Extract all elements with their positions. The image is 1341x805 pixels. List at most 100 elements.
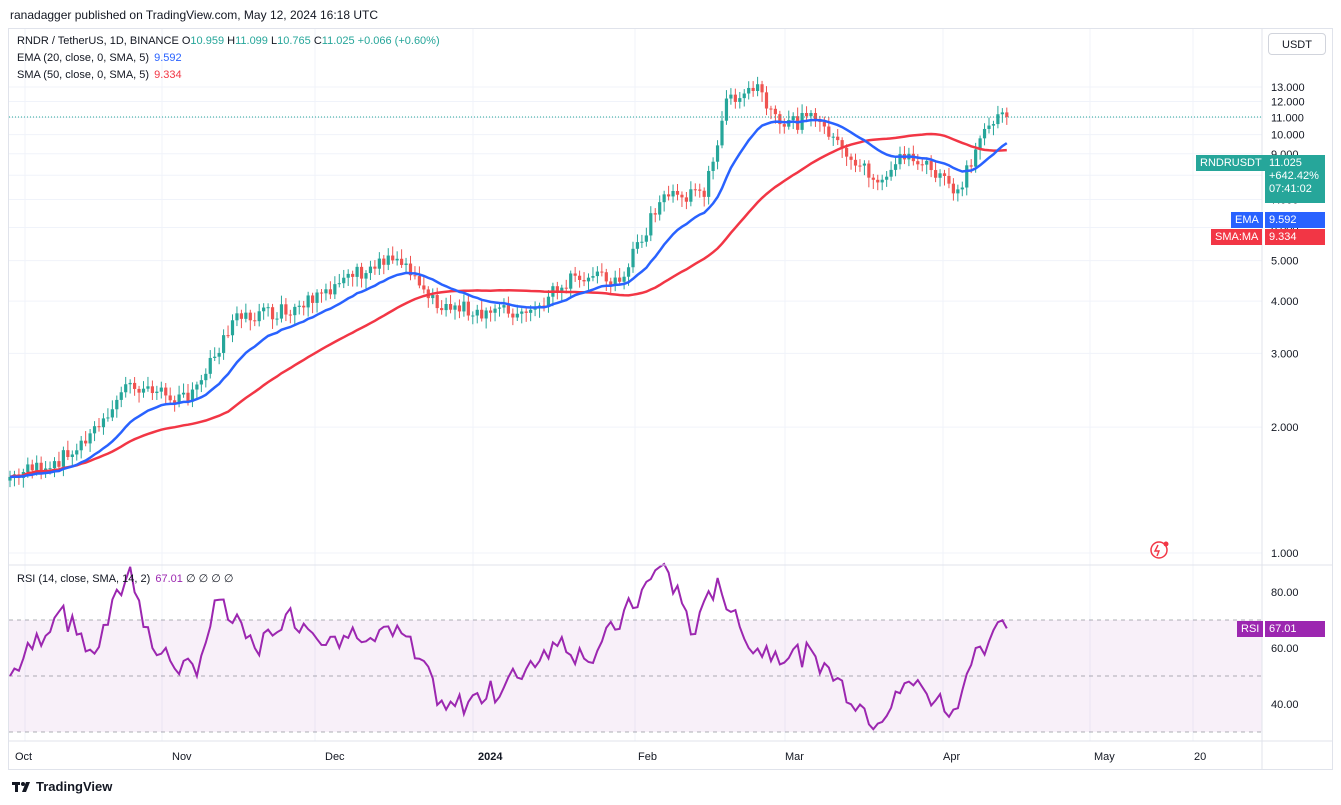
price-tick-label: 5.000 xyxy=(1271,256,1299,268)
candle xyxy=(573,266,577,282)
candle xyxy=(733,88,737,109)
tradingview-brand: TradingView xyxy=(36,779,113,794)
candle xyxy=(715,140,720,170)
candle xyxy=(168,387,172,405)
open-label: O xyxy=(181,35,191,47)
candle xyxy=(471,311,475,325)
candle xyxy=(133,377,137,396)
candle xyxy=(239,309,243,329)
candle xyxy=(742,89,746,107)
candle xyxy=(92,421,97,442)
candle xyxy=(475,304,479,324)
candle xyxy=(586,273,591,290)
candle xyxy=(466,294,470,321)
candle xyxy=(502,298,506,314)
currency-button[interactable]: USDT xyxy=(1268,33,1326,55)
candle xyxy=(707,165,711,205)
candle xyxy=(70,450,74,466)
candle xyxy=(226,325,230,339)
symbol-legend[interactable]: RNDR / TetherUS, 1D, BINANCE O10.959 H11… xyxy=(17,35,440,47)
candle xyxy=(618,268,622,285)
alert-icon[interactable] xyxy=(1150,541,1169,559)
candle xyxy=(876,174,880,191)
candle xyxy=(1005,107,1009,125)
candle xyxy=(110,400,114,422)
candle xyxy=(79,435,83,459)
candle xyxy=(279,295,284,323)
candle xyxy=(600,263,604,277)
last-price-badge: 11.025 +642.42% 07:41:02 xyxy=(1265,155,1325,203)
sma-tag: SMA:MA xyxy=(1211,229,1263,245)
price-tick-label: 1.000 xyxy=(1271,548,1299,560)
ema-value: 9.592 xyxy=(154,52,182,64)
candle xyxy=(582,272,586,287)
candle xyxy=(756,76,760,97)
price-tick-label: 3.000 xyxy=(1271,348,1299,360)
candle xyxy=(782,118,786,134)
candle xyxy=(137,385,141,403)
candle xyxy=(858,159,862,172)
candle xyxy=(622,271,626,290)
candle xyxy=(515,304,519,322)
published-by-text: ranadagger published on TradingView.com,… xyxy=(10,8,379,22)
candle xyxy=(578,270,582,288)
rsi-axis-value: 67.01 xyxy=(1265,621,1325,637)
candle xyxy=(346,269,350,286)
candle xyxy=(431,288,435,305)
candle xyxy=(938,169,942,187)
candle xyxy=(270,303,275,329)
time-tick-label: Apr xyxy=(943,751,960,763)
sma-value: 9.334 xyxy=(154,69,182,81)
candle xyxy=(457,299,462,319)
candle xyxy=(453,302,457,320)
candle xyxy=(382,255,386,275)
price-tick-label: 2.000 xyxy=(1271,422,1299,434)
candle xyxy=(506,296,510,318)
time-tick-label: Dec xyxy=(325,751,345,763)
candle xyxy=(591,267,595,282)
rsi-tick-label: 60.00 xyxy=(1271,643,1299,655)
candle xyxy=(951,178,955,201)
sma-axis-value: 9.334 xyxy=(1265,229,1325,245)
candle xyxy=(680,191,684,207)
candle xyxy=(818,115,822,132)
tradingview-logo-icon xyxy=(12,781,30,792)
candle xyxy=(480,300,484,322)
change-value: +0.066 (+0.60%) xyxy=(357,35,440,47)
candle xyxy=(689,181,693,207)
candle xyxy=(511,308,515,326)
candle xyxy=(667,185,671,201)
candle xyxy=(128,379,132,394)
candle xyxy=(653,208,657,223)
candle xyxy=(533,301,537,317)
candle xyxy=(720,111,724,149)
rsi-tick-label: 80.00 xyxy=(1271,587,1299,599)
candle xyxy=(960,181,964,197)
candle xyxy=(662,190,666,212)
candle xyxy=(898,146,902,170)
candle xyxy=(902,146,907,165)
candle xyxy=(222,329,226,360)
low-value: 10.765 xyxy=(277,35,311,47)
candle xyxy=(21,468,25,488)
candle xyxy=(542,297,546,312)
candle xyxy=(302,300,306,316)
rsi-legend[interactable]: RSI (14, close, SMA, 14, 2) 67.01 ∅ ∅ ∅ … xyxy=(17,572,233,585)
candle xyxy=(711,157,715,180)
candle xyxy=(181,383,186,398)
high-value: 11.099 xyxy=(235,35,268,47)
sma-legend[interactable]: SMA (50, close, 0, SMA, 5) 9.334 xyxy=(17,69,182,81)
ema-legend[interactable]: EMA (20, close, 0, SMA, 5) 9.592 xyxy=(17,52,182,64)
candle xyxy=(230,314,235,343)
candle xyxy=(675,183,680,201)
candle xyxy=(75,443,79,461)
candle xyxy=(262,303,266,320)
candle xyxy=(39,456,43,480)
candle xyxy=(297,300,301,315)
candle xyxy=(324,283,328,301)
candle xyxy=(769,105,773,120)
tradingview-footer[interactable]: TradingView xyxy=(12,779,112,794)
rsi-tick-label: 40.00 xyxy=(1271,699,1299,711)
price-tick-label: 4.000 xyxy=(1271,296,1299,308)
